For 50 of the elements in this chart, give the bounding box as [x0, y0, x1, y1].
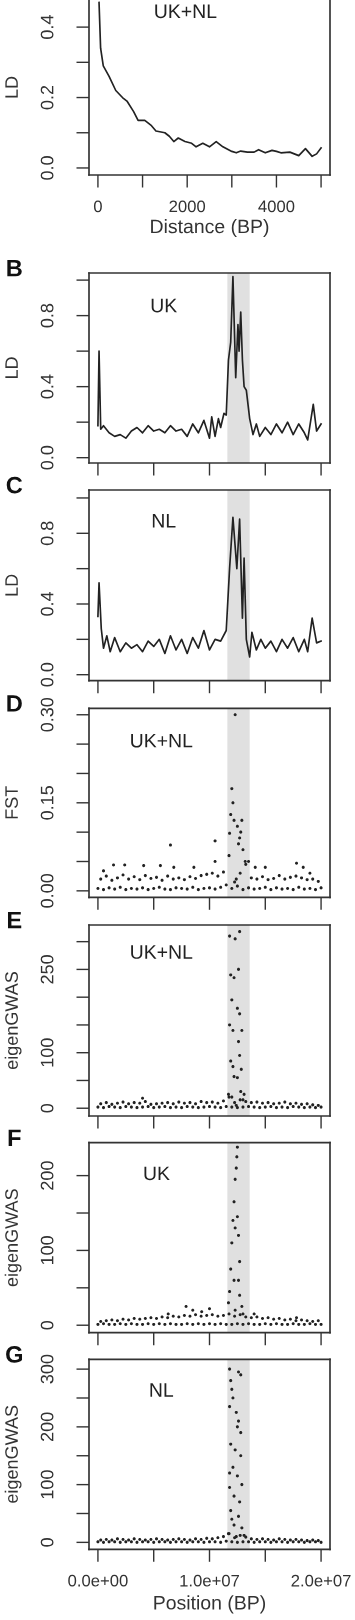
x-axis-title: Distance (BP): [151, 219, 269, 238]
y-tick-label: 0.0: [40, 445, 54, 470]
y-tick-label: 0.2: [40, 85, 54, 110]
x-tick-label: 2.0e+07: [291, 1574, 351, 1587]
y-tick-label: 0.30: [40, 697, 54, 732]
y-tick-label: 0.00: [40, 873, 54, 908]
y-tick-label: 0.0: [40, 662, 54, 687]
y-tick-label: 0.0: [40, 156, 54, 180]
y-tick-label: 250: [40, 955, 54, 984]
chart-title: C: [6, 476, 23, 494]
y-tick-label: 0: [40, 1320, 54, 1330]
y-axis-title: eigenGWAS: [4, 971, 22, 1070]
chart-title: G: [6, 1346, 23, 1363]
chart-title: B: [7, 260, 22, 277]
y-tick-label: 200: [40, 1412, 54, 1442]
y-tick-label: 200: [40, 1161, 54, 1190]
annotation: UK: [151, 298, 177, 313]
y-tick-label: 100: [40, 1038, 54, 1067]
y-tick-label: 0.8: [40, 521, 54, 546]
annotation: UK: [144, 1166, 170, 1181]
annotation: NL: [150, 1383, 174, 1397]
y-axis-title: LD: [5, 574, 18, 596]
y-axis-title: eigenGWAS: [4, 1189, 22, 1287]
y-axis-title: LD: [5, 357, 18, 379]
x-tick-label: 1.0e+07: [180, 1574, 240, 1587]
y-axis-title: eigenGWAS: [4, 1405, 22, 1503]
y-tick-label: 300: [40, 1354, 54, 1384]
chart-title: D: [7, 695, 22, 712]
x-tick-label: 4000: [258, 200, 295, 213]
x-axis-title: Position (BP): [154, 1595, 266, 1614]
y-tick-label: 100: [40, 1236, 54, 1265]
x-tick-label: 2000: [169, 200, 206, 213]
y-axis-title: LD: [5, 76, 18, 98]
annotation: UK+NL: [131, 733, 193, 748]
y-tick-label: 0.15: [40, 785, 54, 820]
y-tick-label: 0.8: [40, 303, 54, 328]
y-tick-label: 0.4: [40, 15, 54, 39]
y-tick-label: 0: [40, 1538, 54, 1547]
chart-title: F: [8, 1129, 21, 1146]
x-tick-label: 0.0e+00: [68, 1574, 128, 1587]
y-tick-label: 0: [40, 1103, 54, 1113]
y-tick-label: 0.4: [40, 591, 54, 616]
y-tick-label: 0.4: [40, 374, 54, 399]
chart-title: E: [7, 912, 22, 929]
annotation: NL: [152, 514, 176, 528]
annotation: UK+NL: [155, 4, 217, 19]
y-axis-title: FST: [5, 786, 18, 819]
y-tick-label: 100: [40, 1470, 54, 1499]
x-tick-label: 0: [93, 200, 102, 213]
annotation: UK+NL: [131, 945, 193, 959]
